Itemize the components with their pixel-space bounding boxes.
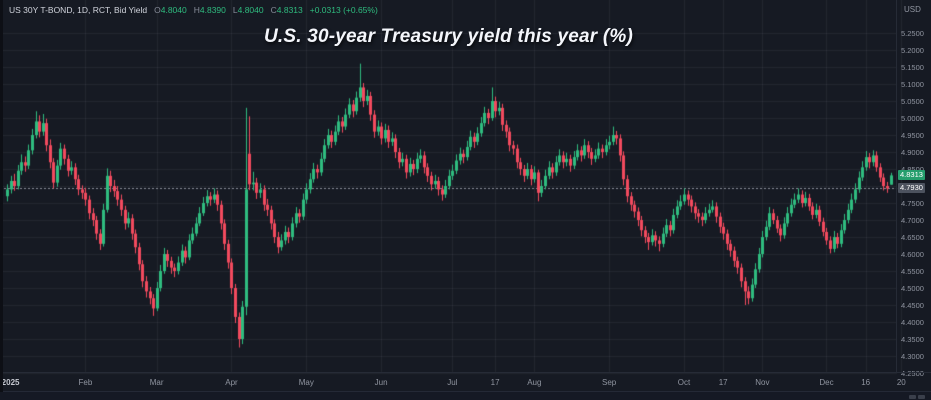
price-tick-label: 4.5000 <box>901 283 924 293</box>
price-tick-label: 5.0000 <box>901 113 924 123</box>
price-tick-label: 4.9500 <box>901 130 924 140</box>
time-axis-label: 20 <box>896 378 906 387</box>
high-value: 4.8390 <box>199 5 226 15</box>
price-tick-label: 4.6000 <box>901 249 924 259</box>
time-axis-label: Mar <box>149 378 164 387</box>
time-axis-label: Jun <box>374 378 388 387</box>
price-tick-label: 4.8500 <box>901 165 924 174</box>
symbol-name[interactable]: US 30Y T-BOND, 1D, RCT, Bid Yield <box>9 5 148 15</box>
time-axis-label: Dec <box>819 378 834 387</box>
time-axis-label: 17 <box>718 378 728 387</box>
time-axis-label: Feb <box>78 378 93 387</box>
price-tick-label: 4.6500 <box>901 232 924 242</box>
price-tick-label: 4.2500 <box>901 368 924 378</box>
symbol-legend[interactable]: US 30Y T-BOND, 1D, RCT, Bid Yield O4.804… <box>9 5 378 15</box>
price-tick-label: 5.1500 <box>901 62 924 72</box>
time-axis-label: Oct <box>677 378 691 387</box>
time-axis-label: Jul <box>447 378 458 387</box>
open-value: 4.8040 <box>160 5 187 15</box>
prev-close-label: 4.7930 <box>898 182 925 194</box>
time-axis-label: May <box>298 378 314 387</box>
price-tick-label: 5.2000 <box>901 45 924 55</box>
time-axis-label: 16 <box>861 378 871 387</box>
price-tick-label: 4.3500 <box>901 334 924 344</box>
price-tick-label: 4.7000 <box>901 215 924 225</box>
close-value: 4.8313 <box>276 5 303 15</box>
price-tick-label: 4.3000 <box>901 351 924 361</box>
time-axis-label: 17 <box>490 378 500 387</box>
change-value: +0.0313 (+0.65%) <box>309 5 378 15</box>
low-label: L <box>232 5 238 15</box>
price-tick-label: 4.7500 <box>901 198 924 208</box>
time-axis[interactable]: 2025 Feb Mar Apr May Jun Jul 17 Aug Sep Oct 17 Nov De… <box>0 372 931 393</box>
open-label: O <box>154 5 161 15</box>
price-tick-label: 4.4000 <box>901 317 924 327</box>
price-tick-label: 4.4500 <box>901 300 924 310</box>
time-axis-label: Nov <box>755 378 770 387</box>
low-value: 4.8040 <box>237 5 264 15</box>
left-edge-divider <box>0 0 3 392</box>
price-tick-label: 5.1000 <box>901 79 924 89</box>
tradingview-watermark-icon <box>909 395 925 399</box>
price-axis-unit: USD <box>904 5 921 14</box>
time-axis-label: Sep <box>602 378 617 387</box>
price-tick-label: 5.2500 <box>901 28 924 38</box>
time-axis-label: Aug <box>527 378 542 387</box>
price-tick-label: 4.5500 <box>901 266 924 276</box>
price-axis[interactable]: USD 5.2500 5.2000 5.1500 5.1000 5.0500 5.0000… <box>896 0 931 378</box>
time-axis-label: Apr <box>225 378 238 387</box>
high-label: H <box>193 5 200 15</box>
bottom-toolbar <box>0 391 931 400</box>
chart-title: U.S. 30-year Treasury yield this year (%… <box>263 26 634 47</box>
last-price-label: 4.8313 <box>898 169 925 181</box>
price-tick-label: 4.9000 <box>901 147 924 157</box>
price-tick-label: 5.0500 <box>901 96 924 106</box>
close-label: C <box>270 5 277 15</box>
time-axis-year-label: 2025 <box>1 378 20 387</box>
